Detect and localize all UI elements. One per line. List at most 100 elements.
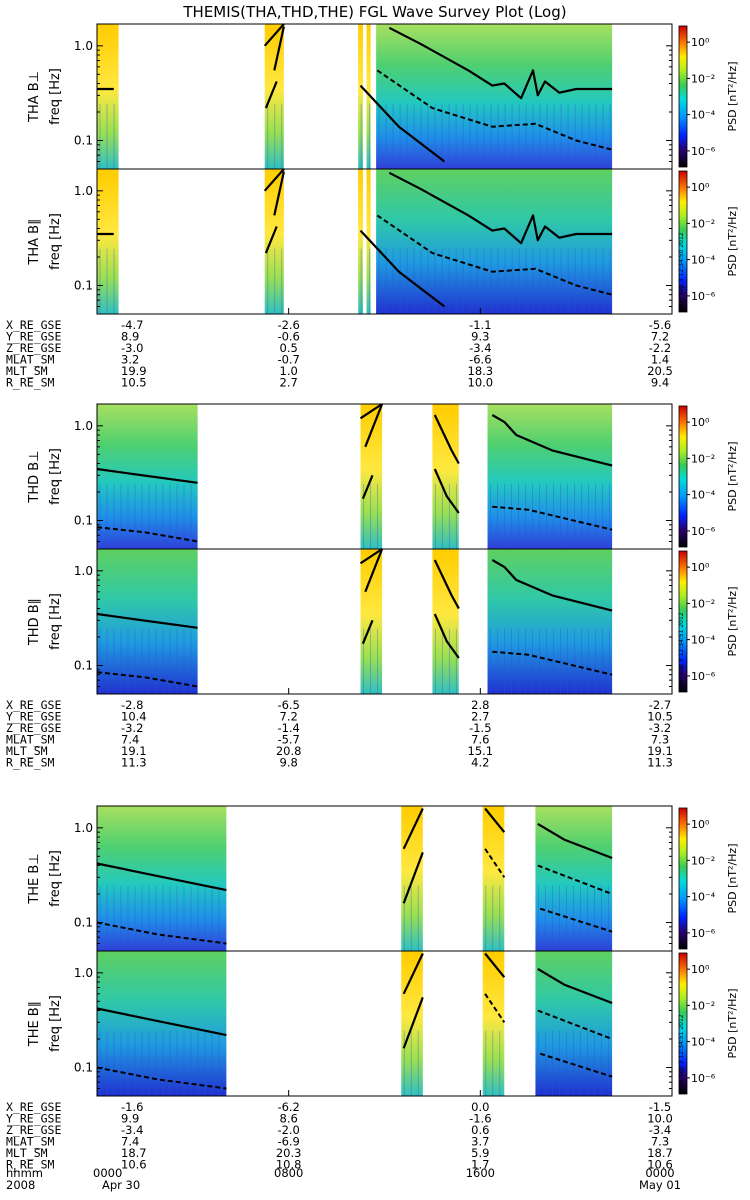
trace-solid bbox=[359, 84, 446, 163]
trace-solid bbox=[388, 26, 613, 100]
ephemeris-value: -1.1 bbox=[469, 318, 491, 332]
spectrogram-data-block bbox=[97, 951, 227, 1096]
colorbar-tick-label: 10⁰ bbox=[691, 963, 710, 976]
ephemeris-value: 11.3 bbox=[647, 756, 673, 770]
spectrogram-panel: 0.1 1.0 THD B⊥ freq [Hz] 10⁰ 10⁻² 10⁻⁴ 10⁻⁶ PSD … bbox=[27, 403, 739, 550]
ephemeris-value: 10.4 bbox=[121, 710, 147, 724]
trace-dashed bbox=[539, 907, 613, 933]
trace-dashed bbox=[539, 1052, 613, 1078]
trace-solid bbox=[388, 171, 613, 245]
hhmm-label: hhmm bbox=[6, 1166, 43, 1180]
ephemeris-value: 2.8 bbox=[471, 698, 489, 712]
colorbar-tick-label: 10⁻² bbox=[691, 854, 715, 867]
ephemeris-value: 19.1 bbox=[647, 744, 673, 758]
panel-frame bbox=[96, 548, 673, 695]
spectrogram-data-block bbox=[97, 806, 227, 951]
run-timestamp: Mon Sep 3 12:34:50 2012 bbox=[678, 232, 685, 310]
spectrogram-data-block bbox=[97, 24, 119, 169]
spectrogram-panel: 0.1 1.0 THE B∥ freq [Hz] 10⁰ 10⁻² 10⁻⁴ 10⁻⁶ PSD … bbox=[27, 950, 739, 1097]
colorbar-tick-label: 10⁰ bbox=[691, 181, 710, 194]
trace-solid bbox=[273, 171, 285, 216]
year-label: 2008 bbox=[6, 1178, 35, 1192]
x-tick-label: 0000 bbox=[93, 1166, 122, 1180]
y-axis-label: freq [Hz] bbox=[48, 593, 63, 650]
colorbar-tick-label: 10⁻² bbox=[691, 452, 715, 465]
y-tick-label: 0.1 bbox=[74, 278, 93, 292]
spectrogram-data-block bbox=[487, 404, 613, 549]
y-tick-label: 1.0 bbox=[74, 184, 93, 198]
ephemeris-value: 10.8 bbox=[276, 1158, 302, 1172]
colorbar bbox=[678, 25, 688, 168]
colorbar-tick-label: 10⁻⁴ bbox=[691, 891, 716, 904]
panel-frame bbox=[96, 168, 673, 315]
colorbar bbox=[678, 170, 688, 313]
ephemeris-value: 7.2 bbox=[280, 710, 298, 724]
ephemeris-label: Z_RE_GSE bbox=[6, 341, 61, 355]
ephemeris-label: Y_RE_GSE bbox=[6, 330, 61, 344]
y-tick-label: 0.1 bbox=[74, 915, 93, 929]
ephemeris-table: X_RE_GSE -2.8 -6.5 2.8 -2.7 Y_RE_GSE 10.4 7.2 2.… bbox=[6, 688, 673, 770]
trace-solid bbox=[263, 168, 285, 192]
spectrogram-data-block bbox=[432, 549, 459, 694]
ephemeris-label: MLAT_SM bbox=[6, 1135, 55, 1149]
ephemeris-value: -6.9 bbox=[277, 1135, 299, 1149]
spectrogram-data-block bbox=[487, 549, 613, 694]
panel-frame bbox=[96, 950, 673, 1097]
trace-solid bbox=[402, 852, 424, 904]
colorbar-tick-label: 10⁻⁴ bbox=[691, 1036, 716, 1049]
ephemeris-value: 0.6 bbox=[471, 1123, 489, 1137]
ephemeris-value: -1.6 bbox=[121, 1100, 143, 1114]
y-tick-label: 1.0 bbox=[74, 39, 93, 53]
ephemeris-value: 9.8 bbox=[280, 756, 298, 770]
ephemeris-value: 10.0 bbox=[468, 376, 494, 390]
ephemeris-value: 20.5 bbox=[647, 364, 673, 378]
ephemeris-value: 2.7 bbox=[471, 710, 489, 724]
trace-solid bbox=[402, 808, 424, 850]
date-label-end: May 01 bbox=[639, 1178, 681, 1192]
trace-solid bbox=[96, 612, 198, 629]
ephemeris-value: 10.0 bbox=[647, 1112, 673, 1126]
ephemeris-value: 10.5 bbox=[121, 376, 147, 390]
trace-dashed bbox=[96, 921, 227, 945]
ephemeris-value: 18.7 bbox=[121, 1146, 147, 1160]
ephemeris-value: -2.8 bbox=[121, 698, 143, 712]
ephemeris-value: 18.3 bbox=[468, 364, 494, 378]
ephemeris-value: -2.0 bbox=[277, 1123, 299, 1137]
ephemeris-label: MLAT_SM bbox=[6, 733, 55, 747]
y-tick-label: 0.1 bbox=[74, 1060, 93, 1074]
y-tick-label: 0.1 bbox=[74, 133, 93, 147]
spectrogram-panel: 0.1 1.0 THE B⊥ freq [Hz] 10⁰ 10⁻² 10⁻⁴ 10⁻⁶ PSD … bbox=[27, 805, 739, 952]
ephemeris-label: Z_RE_GSE bbox=[6, 1123, 61, 1137]
colorbar-tick-label: 10⁻⁴ bbox=[691, 109, 716, 122]
ephemeris-value: -2.6 bbox=[277, 318, 299, 332]
x-tick-label: 0000 bbox=[645, 1166, 674, 1180]
ephemeris-value: 18.7 bbox=[647, 1146, 673, 1160]
ephemeris-value: -3.0 bbox=[121, 341, 143, 355]
trace-solid bbox=[433, 468, 460, 514]
trace-solid bbox=[263, 23, 285, 47]
panel-label: THD B∥ bbox=[27, 598, 42, 646]
trace-solid bbox=[359, 403, 383, 420]
ephemeris-value: 2.7 bbox=[280, 376, 298, 390]
trace-dashed bbox=[96, 526, 198, 543]
panel-label: THD B⊥ bbox=[27, 450, 42, 503]
trace-solid bbox=[361, 619, 374, 645]
ephemeris-label: R_RE_SM bbox=[6, 376, 55, 390]
ephemeris-value: 15.1 bbox=[468, 744, 494, 758]
ephemeris-value: 7.3 bbox=[651, 733, 669, 747]
spectrogram-panel: 0.1 1.0 THA B∥ freq [Hz] 10⁰ 10⁻² 10⁻⁴ 10⁻⁶ PSD … bbox=[27, 168, 739, 315]
ephemeris-value: -3.4 bbox=[121, 1123, 143, 1137]
ephemeris-value: -0.7 bbox=[277, 353, 299, 367]
ephemeris-label: MLT_SM bbox=[6, 744, 48, 758]
date-label-start: Apr 30 bbox=[102, 1178, 140, 1192]
y-tick-label: 1.0 bbox=[74, 564, 93, 578]
ephemeris-value: -3.2 bbox=[649, 721, 671, 735]
colorbar-tick-label: 10⁻⁶ bbox=[691, 145, 716, 158]
trace-dashed bbox=[537, 864, 613, 895]
colorbar-label: PSD [nT²/Hz] bbox=[726, 61, 739, 131]
spectrogram-panel: 0.1 1.0 THD B∥ freq [Hz] 10⁰ 10⁻² 10⁻⁴ 10⁻⁶ PSD … bbox=[27, 548, 739, 695]
ephemeris-value: 5.9 bbox=[471, 1146, 489, 1160]
ephemeris-value: 10.6 bbox=[647, 1158, 673, 1172]
trace-dashed bbox=[96, 671, 198, 688]
trace-solid bbox=[433, 414, 460, 465]
